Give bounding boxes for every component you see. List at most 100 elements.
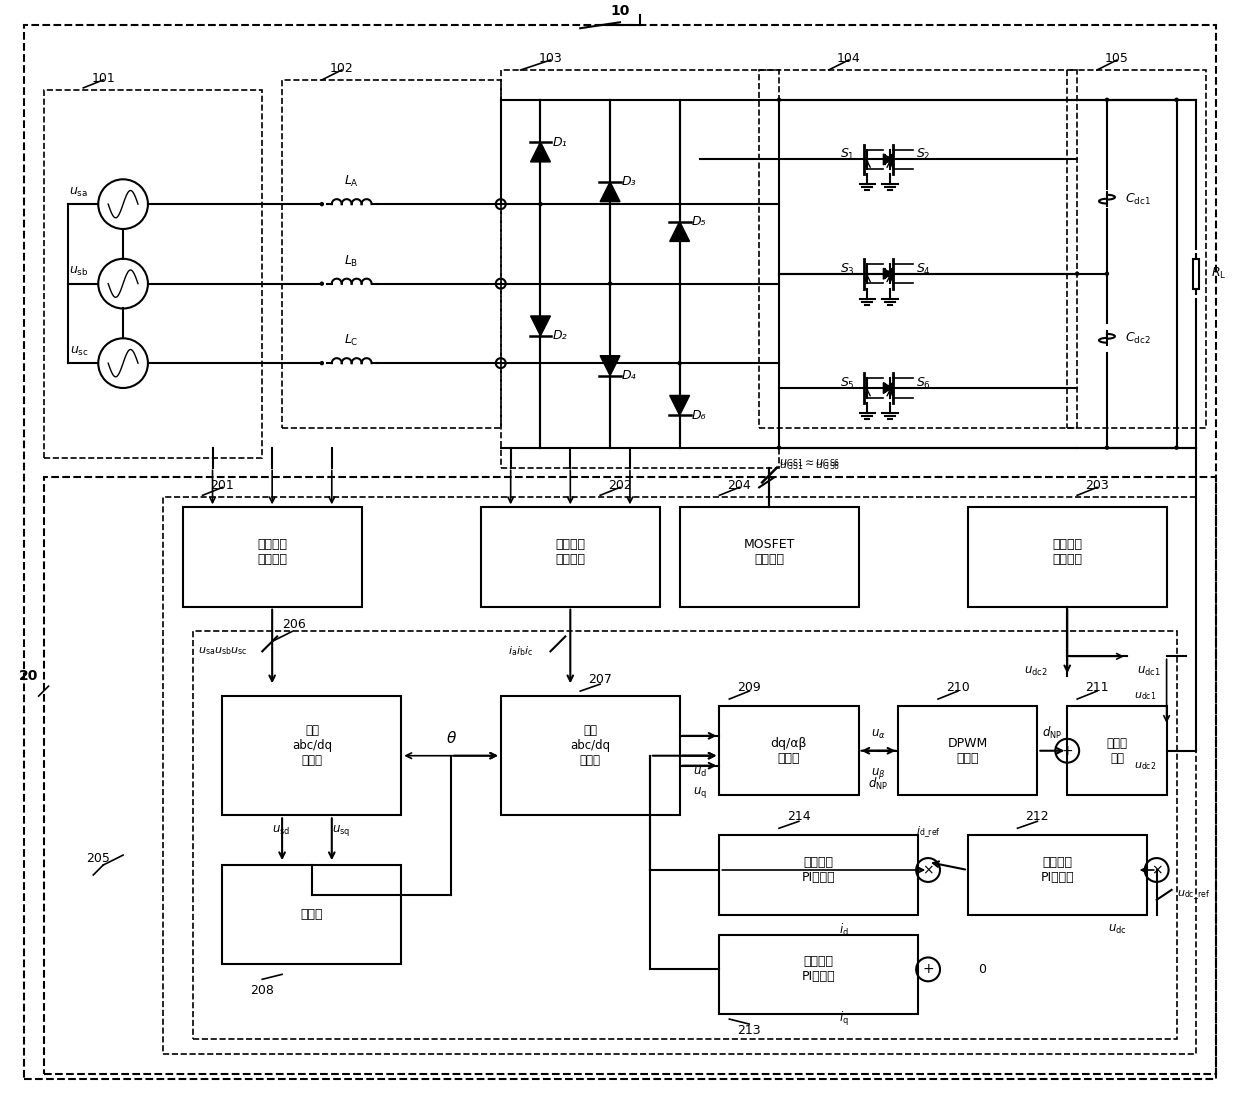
Circle shape xyxy=(1106,99,1109,101)
FancyBboxPatch shape xyxy=(182,507,362,607)
Text: dq/αβ
变换器: dq/αβ 变换器 xyxy=(771,737,807,764)
Text: $S_3$: $S_3$ xyxy=(841,262,856,277)
Text: MOSFET
驱动电路: MOSFET 驱动电路 xyxy=(744,538,795,566)
Text: 105: 105 xyxy=(1105,51,1128,65)
Text: 204: 204 xyxy=(728,480,751,493)
Text: $u_{\rm d}$: $u_{\rm d}$ xyxy=(692,765,707,779)
Polygon shape xyxy=(670,395,689,415)
Text: $u_{\rm sd}$: $u_{\rm sd}$ xyxy=(272,823,290,837)
Circle shape xyxy=(1075,273,1079,275)
Polygon shape xyxy=(883,154,892,165)
Text: +: + xyxy=(1061,744,1073,758)
FancyBboxPatch shape xyxy=(1068,706,1167,795)
Text: D₃: D₃ xyxy=(622,175,636,188)
Circle shape xyxy=(539,203,542,206)
FancyBboxPatch shape xyxy=(222,696,402,816)
Text: $u_{\alpha}$: $u_{\alpha}$ xyxy=(870,728,885,741)
Bar xyxy=(43,90,262,458)
Text: 104: 104 xyxy=(837,51,861,65)
FancyBboxPatch shape xyxy=(481,507,660,607)
Circle shape xyxy=(777,99,780,101)
FancyBboxPatch shape xyxy=(680,507,858,607)
Text: 206: 206 xyxy=(283,619,306,632)
Text: 205: 205 xyxy=(87,852,110,865)
FancyBboxPatch shape xyxy=(719,935,918,1014)
Polygon shape xyxy=(531,142,551,162)
Text: D₁: D₁ xyxy=(553,136,567,149)
Bar xyxy=(283,80,501,428)
Text: 210: 210 xyxy=(946,681,970,694)
Text: 101: 101 xyxy=(92,72,115,85)
Text: 电网电压
采样电路: 电网电压 采样电路 xyxy=(257,538,288,566)
Text: ×: × xyxy=(923,863,934,877)
Text: 207: 207 xyxy=(588,673,613,687)
Circle shape xyxy=(777,446,780,449)
Polygon shape xyxy=(883,382,892,393)
Text: $S_5$: $S_5$ xyxy=(841,376,856,391)
Text: 213: 213 xyxy=(738,1024,761,1037)
Text: $C_{\rm dc2}$: $C_{\rm dc2}$ xyxy=(1125,331,1151,346)
Polygon shape xyxy=(600,356,620,376)
Text: D₆: D₆ xyxy=(692,408,706,422)
Text: DPWM
控制器: DPWM 控制器 xyxy=(947,737,988,764)
Bar xyxy=(501,70,779,468)
Circle shape xyxy=(320,283,324,285)
Circle shape xyxy=(1106,446,1109,449)
Circle shape xyxy=(1176,99,1178,101)
Text: $u_{\rm sa}u_{\rm sb}u_{\rm sc}$: $u_{\rm sa}u_{\rm sb}u_{\rm sc}$ xyxy=(198,645,247,657)
Bar xyxy=(162,497,1197,1053)
Text: $S_6$: $S_6$ xyxy=(915,376,930,391)
Text: +: + xyxy=(923,963,934,977)
Text: $u_{\rm q}$: $u_{\rm q}$ xyxy=(692,785,707,800)
Text: 209: 209 xyxy=(738,681,761,694)
FancyBboxPatch shape xyxy=(968,507,1167,607)
Text: $u_{\rm sq}$: $u_{\rm sq}$ xyxy=(332,822,350,838)
Text: $\theta$: $\theta$ xyxy=(445,729,456,746)
Text: 10: 10 xyxy=(610,4,630,19)
Text: $u_{\beta}$: $u_{\beta}$ xyxy=(872,765,885,781)
Text: $u_{\rm GS1}{\sim}u_{\rm GS6}$: $u_{\rm GS1}{\sim}u_{\rm GS6}$ xyxy=(779,458,841,470)
Text: $R_{\rm L}$: $R_{\rm L}$ xyxy=(1211,266,1226,281)
Text: $u_{\rm dc2}$: $u_{\rm dc2}$ xyxy=(1135,760,1157,772)
Polygon shape xyxy=(883,268,892,279)
FancyBboxPatch shape xyxy=(968,835,1147,914)
Circle shape xyxy=(1176,446,1178,449)
Text: $i_{\rm d\_ref}$: $i_{\rm d\_ref}$ xyxy=(915,825,940,840)
Text: 0: 0 xyxy=(978,963,986,976)
Polygon shape xyxy=(531,316,551,336)
Text: $u_{\rm dc\_ref}$: $u_{\rm dc\_ref}$ xyxy=(1177,888,1210,901)
Text: ×: × xyxy=(1151,863,1162,877)
Text: $u_{\rm sb}$: $u_{\rm sb}$ xyxy=(69,265,88,278)
Text: 208: 208 xyxy=(250,984,274,998)
Text: $u_{\rm dc}$: $u_{\rm dc}$ xyxy=(1109,923,1127,936)
Bar xyxy=(759,70,1078,428)
Text: 214: 214 xyxy=(787,810,811,823)
Polygon shape xyxy=(885,382,893,393)
Text: 20: 20 xyxy=(19,669,38,683)
Text: 201: 201 xyxy=(211,480,234,493)
Polygon shape xyxy=(670,221,689,241)
Text: $u_{\rm sa}$: $u_{\rm sa}$ xyxy=(69,186,88,199)
Text: 102: 102 xyxy=(330,62,353,74)
Text: 锁相器: 锁相器 xyxy=(300,908,324,921)
Text: $L_{\rm A}$: $L_{\rm A}$ xyxy=(345,174,360,189)
Text: 第一
abc/dq
变换器: 第一 abc/dq 变换器 xyxy=(291,724,332,768)
Bar xyxy=(192,632,1177,1039)
Bar xyxy=(43,477,1216,1074)
Text: 母线电压
采样电路: 母线电压 采样电路 xyxy=(1053,538,1083,566)
Text: $C_{\rm dc1}$: $C_{\rm dc1}$ xyxy=(1125,192,1151,207)
Text: D₄: D₄ xyxy=(622,369,636,382)
Text: $u_{\rm sc}$: $u_{\rm sc}$ xyxy=(69,345,88,358)
Text: D₅: D₅ xyxy=(692,215,706,228)
Circle shape xyxy=(678,361,681,365)
Polygon shape xyxy=(885,154,893,165)
Text: 103: 103 xyxy=(538,51,562,65)
Text: $u_{\rm GS1}{\sim}u_{\rm GS6}$: $u_{\rm GS1}{\sim}u_{\rm GS6}$ xyxy=(779,461,841,472)
Text: $S_2$: $S_2$ xyxy=(915,148,930,162)
Text: 滞环控
制器: 滞环控 制器 xyxy=(1106,737,1127,764)
Text: $S_1$: $S_1$ xyxy=(841,148,856,162)
Text: 电感电流
采样电路: 电感电流 采样电路 xyxy=(556,538,585,566)
Text: $d_{\rm NP}$: $d_{\rm NP}$ xyxy=(868,775,889,792)
Circle shape xyxy=(320,203,324,206)
Bar xyxy=(1193,258,1199,289)
